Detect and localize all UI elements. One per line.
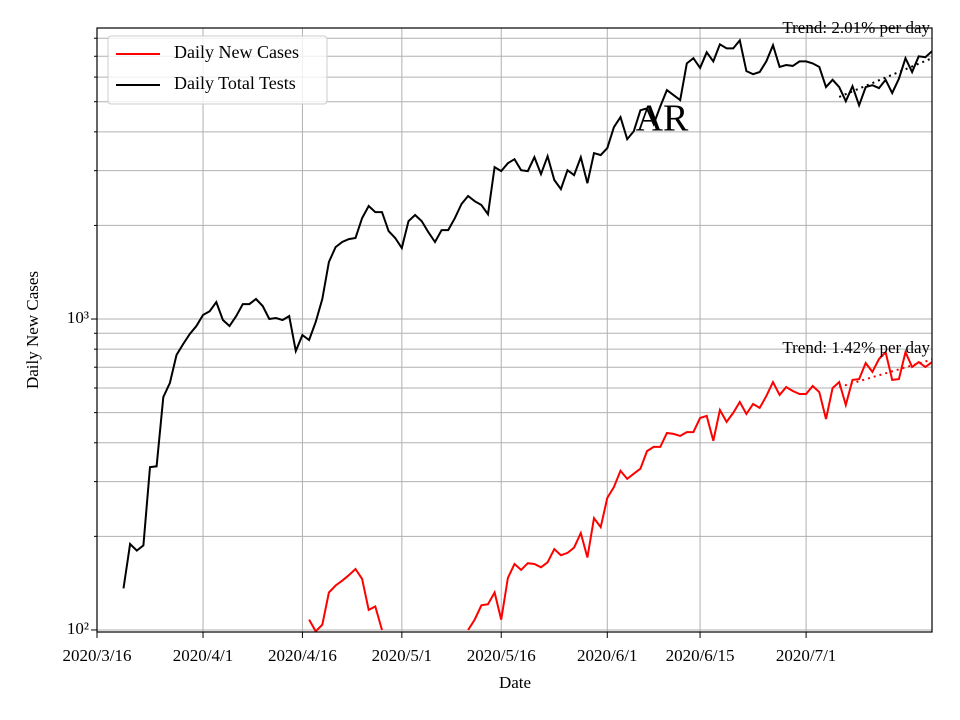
plot-frame	[96, 27, 933, 633]
x-tick-label: 2020/5/16	[467, 646, 536, 665]
legend-label: Daily Total Tests	[174, 73, 296, 93]
ticks: 10² 10³ 2020/3/16 2020/4/1 2020/4/16 2020/5/1…	[63, 37, 836, 665]
series-line	[308, 349, 932, 632]
x-tick-label: 2020/6/15	[666, 646, 735, 665]
trend-label: Trend: 1.42% per day	[782, 338, 930, 357]
y-tick-label: 10²	[67, 619, 89, 638]
legend: Daily New Cases Daily Total Tests	[107, 35, 328, 105]
annotation: AR	[636, 98, 689, 140]
x-axis-title: Date	[499, 673, 531, 692]
x-tick-label: 2020/6/1	[577, 646, 637, 665]
x-tick-label: 2020/3/16	[63, 646, 132, 665]
x-tick-label: 2020/5/1	[372, 646, 432, 665]
x-tick-label: 2020/4/1	[173, 646, 233, 665]
plot-lines	[122, 38, 932, 632]
y-axis-title: Daily New Cases	[23, 271, 42, 389]
trend-label: Trend: 2.01% per day	[782, 18, 930, 37]
legend-label: Daily New Cases	[174, 42, 299, 62]
x-tick-label: 2020/4/16	[268, 646, 337, 665]
legend-box	[107, 35, 328, 105]
x-tick-label: 2020/7/1	[776, 646, 836, 665]
trend-line	[838, 358, 932, 389]
y-tick-label: 10³	[67, 308, 89, 327]
series-line	[122, 38, 932, 589]
